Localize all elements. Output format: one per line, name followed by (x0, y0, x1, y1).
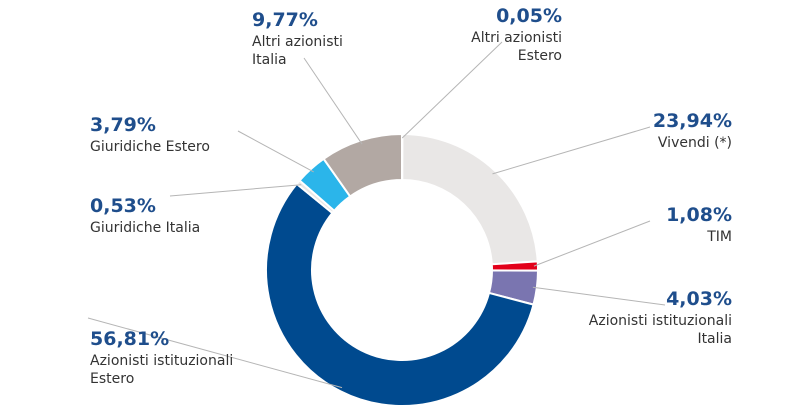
leader-line (87, 317, 343, 389)
slice-percent-label: 0,05% (496, 5, 562, 27)
slice-category-label: Vivendi (*) (658, 135, 732, 151)
slice-category-label: Giuridiche Italia (90, 220, 200, 236)
slice-category-label: Giuridiche Estero (90, 139, 210, 155)
leader-line (169, 184, 302, 197)
donut-slices (265, 132, 540, 407)
slice-category-label: Altri azionisti (252, 34, 343, 50)
leader-line (492, 126, 651, 175)
slice-percent-label: 3,79% (90, 114, 156, 136)
leader-line (532, 286, 666, 306)
slice-category-label: Estero (518, 48, 562, 64)
leader-line (303, 57, 363, 145)
slice-category-label: Italia (252, 52, 287, 68)
slice-percent-label: 1,08% (666, 204, 732, 226)
slice-category-label: Azionisti istituzionali (589, 313, 732, 329)
slice-category-label: Azionisti istituzionali (90, 353, 233, 369)
slice-percent-label: 23,94% (653, 110, 732, 132)
slice-category-label: Italia (697, 331, 732, 347)
donut-slice (322, 132, 403, 198)
leader-line (237, 130, 314, 173)
slice-category-label: Estero (90, 371, 134, 387)
slice-category-label: TIM (706, 229, 732, 245)
slice-category-label: Altri azionisti (471, 30, 562, 46)
slice-percent-label: 0,53% (90, 195, 156, 217)
slice-percent-label: 4,03% (666, 288, 732, 310)
leader-line (401, 41, 503, 139)
leader-lines (87, 41, 666, 389)
slice-percent-label: 9,77% (252, 9, 318, 31)
leader-line (533, 220, 651, 267)
donut-slice (401, 132, 539, 266)
slice-labels: 0,05% Altri azionisti Estero 23,94% Vivendi … (90, 5, 732, 387)
donut-slice (265, 182, 535, 407)
slice-percent-label: 56,81% (90, 328, 169, 350)
